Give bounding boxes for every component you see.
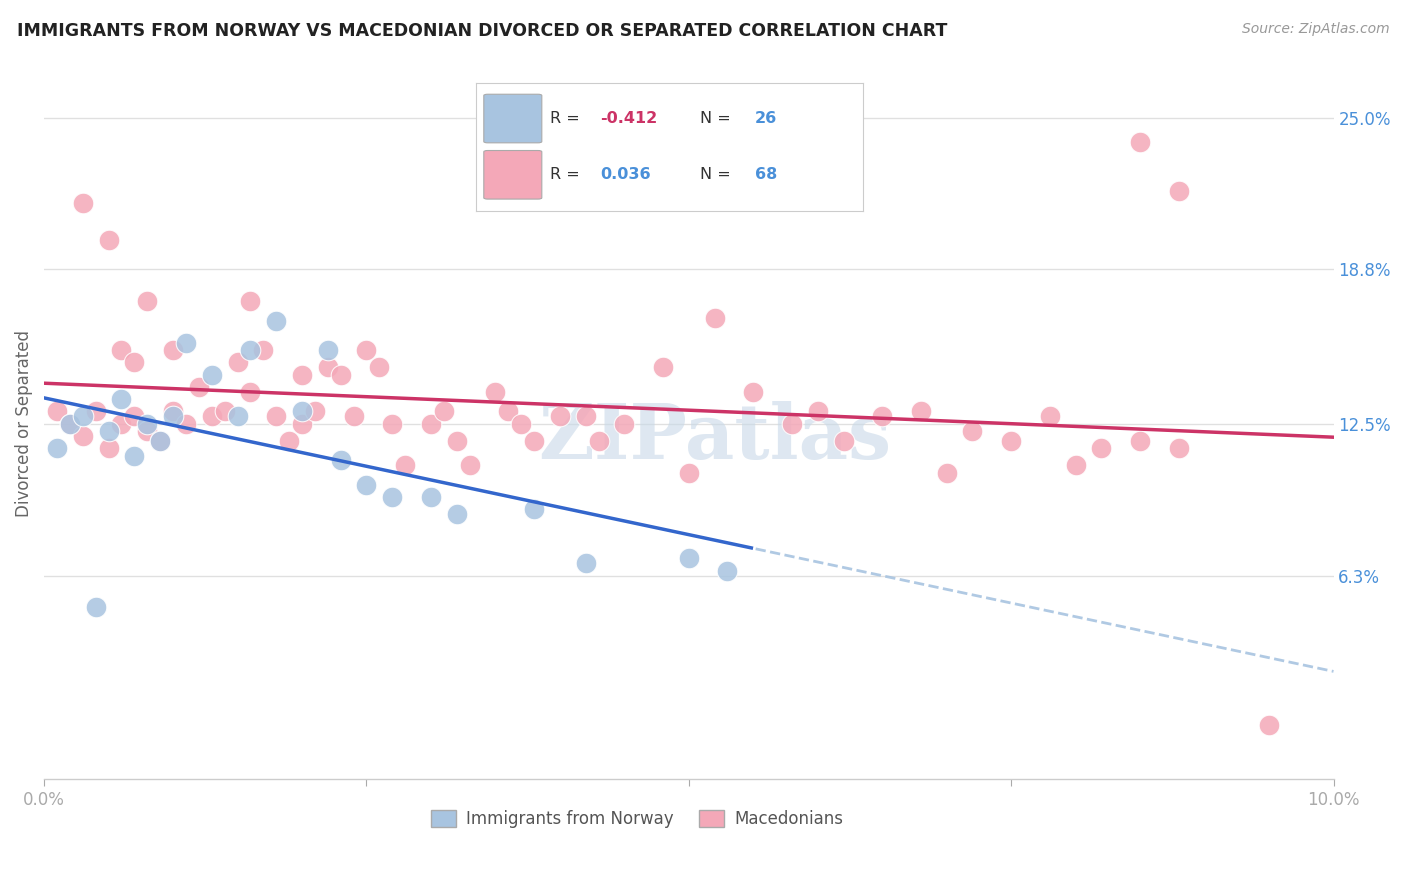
Point — [226, 409, 249, 424]
Point — [329, 453, 352, 467]
Point — [1064, 458, 1087, 473]
Point — [174, 417, 197, 431]
Point — [110, 343, 132, 358]
Point — [742, 384, 765, 399]
Point — [1167, 441, 1189, 455]
Point — [97, 441, 120, 455]
Point — [381, 417, 404, 431]
Text: Source: ZipAtlas.com: Source: ZipAtlas.com — [1241, 22, 1389, 37]
Point — [870, 409, 893, 424]
Point — [832, 434, 855, 448]
Point — [1000, 434, 1022, 448]
Point — [278, 434, 301, 448]
Point — [935, 466, 957, 480]
Point — [264, 409, 287, 424]
Point — [291, 368, 314, 382]
Point — [84, 600, 107, 615]
Point — [239, 343, 262, 358]
Point — [72, 196, 94, 211]
Point — [807, 404, 830, 418]
Point — [136, 424, 159, 438]
Point — [962, 424, 984, 438]
Text: IMMIGRANTS FROM NORWAY VS MACEDONIAN DIVORCED OR SEPARATED CORRELATION CHART: IMMIGRANTS FROM NORWAY VS MACEDONIAN DIV… — [17, 22, 948, 40]
Point — [356, 343, 378, 358]
Point — [110, 417, 132, 431]
Point — [498, 404, 520, 418]
Point — [110, 392, 132, 407]
Point — [97, 424, 120, 438]
Point — [381, 490, 404, 504]
Point — [548, 409, 571, 424]
Point — [291, 404, 314, 418]
Point — [394, 458, 416, 473]
Point — [523, 434, 546, 448]
Point — [678, 466, 700, 480]
Point — [1039, 409, 1062, 424]
Point — [304, 404, 326, 418]
Point — [316, 343, 339, 358]
Point — [226, 355, 249, 369]
Point — [97, 233, 120, 247]
Point — [419, 417, 441, 431]
Point — [446, 508, 468, 522]
Point — [214, 404, 236, 418]
Point — [149, 434, 172, 448]
Point — [59, 417, 82, 431]
Point — [458, 458, 481, 473]
Point — [329, 368, 352, 382]
Point — [201, 368, 224, 382]
Point — [678, 551, 700, 566]
Point — [291, 417, 314, 431]
Point — [342, 409, 364, 424]
Point — [46, 404, 69, 418]
Point — [174, 335, 197, 350]
Point — [1129, 434, 1152, 448]
Point — [162, 343, 184, 358]
Point — [703, 311, 725, 326]
Point — [910, 404, 932, 418]
Point — [264, 314, 287, 328]
Point — [239, 294, 262, 309]
Point — [446, 434, 468, 448]
Point — [149, 434, 172, 448]
Point — [136, 294, 159, 309]
Legend: Immigrants from Norway, Macedonians: Immigrants from Norway, Macedonians — [425, 803, 849, 835]
Point — [419, 490, 441, 504]
Point — [84, 404, 107, 418]
Point — [124, 449, 146, 463]
Point — [316, 360, 339, 375]
Y-axis label: Divorced or Separated: Divorced or Separated — [15, 330, 32, 517]
Point — [136, 417, 159, 431]
Text: ZIPatlas: ZIPatlas — [538, 401, 891, 475]
Point — [187, 380, 209, 394]
Point — [523, 502, 546, 516]
Point — [575, 409, 598, 424]
Point — [124, 409, 146, 424]
Point — [780, 417, 803, 431]
Point — [1090, 441, 1112, 455]
Point — [613, 417, 636, 431]
Point — [484, 384, 506, 399]
Point — [356, 478, 378, 492]
Point — [368, 360, 391, 375]
Point — [162, 404, 184, 418]
Point — [433, 404, 456, 418]
Point — [124, 355, 146, 369]
Point — [72, 429, 94, 443]
Point — [1129, 135, 1152, 149]
Point — [716, 564, 738, 578]
Point — [201, 409, 224, 424]
Point — [510, 417, 533, 431]
Point — [72, 409, 94, 424]
Point — [1167, 184, 1189, 198]
Point — [59, 417, 82, 431]
Point — [1258, 718, 1281, 732]
Point — [162, 409, 184, 424]
Point — [239, 384, 262, 399]
Point — [575, 557, 598, 571]
Point — [652, 360, 675, 375]
Point — [252, 343, 274, 358]
Point — [588, 434, 610, 448]
Point — [46, 441, 69, 455]
